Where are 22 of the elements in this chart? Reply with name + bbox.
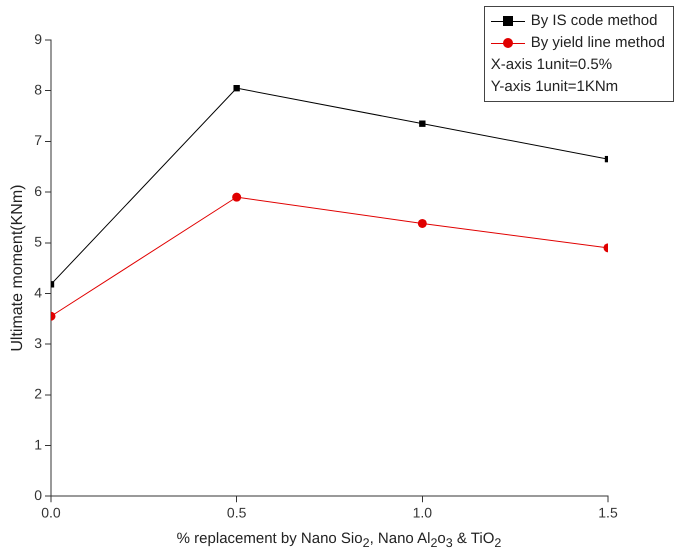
- annotation: Y-axis 1unit=1KNm: [490, 77, 620, 97]
- y-tick-label: 0: [34, 487, 42, 504]
- y-tick-label: 9: [34, 30, 42, 47]
- y-axis-title: Ultimate moment(KNm): [9, 184, 26, 352]
- x-tick-label: 0.0: [41, 504, 61, 520]
- y-tick-label: 5: [34, 234, 42, 250]
- y-tick-label: 4: [34, 284, 42, 300]
- annotation: X-axis 1unit=0.5%: [490, 55, 614, 75]
- x-tick-label: 0.5: [226, 504, 247, 520]
- x-tick-label: 1.5: [598, 504, 618, 520]
- point: [233, 84, 240, 92]
- y-tick-label: 1: [34, 436, 42, 452]
- x-axis-title: % replacement by Nano Sio$_{2}$, Nano Al$_{2}$o$_{3}$ & TiO$_{2}$: [176, 530, 502, 550]
- y-tick-label: 7: [34, 132, 42, 148]
- y-tick-label: 3: [34, 334, 42, 351]
- legend-label: By IS code method: [530, 11, 658, 31]
- y-tick-label: 8: [34, 82, 42, 98]
- y-tick-label: 6: [34, 182, 42, 199]
- legend-label: By yield line method: [530, 33, 665, 53]
- point: [419, 120, 426, 127]
- y-tick-label: 2: [34, 386, 42, 402]
- x-tick-label: 1.0: [412, 504, 432, 520]
